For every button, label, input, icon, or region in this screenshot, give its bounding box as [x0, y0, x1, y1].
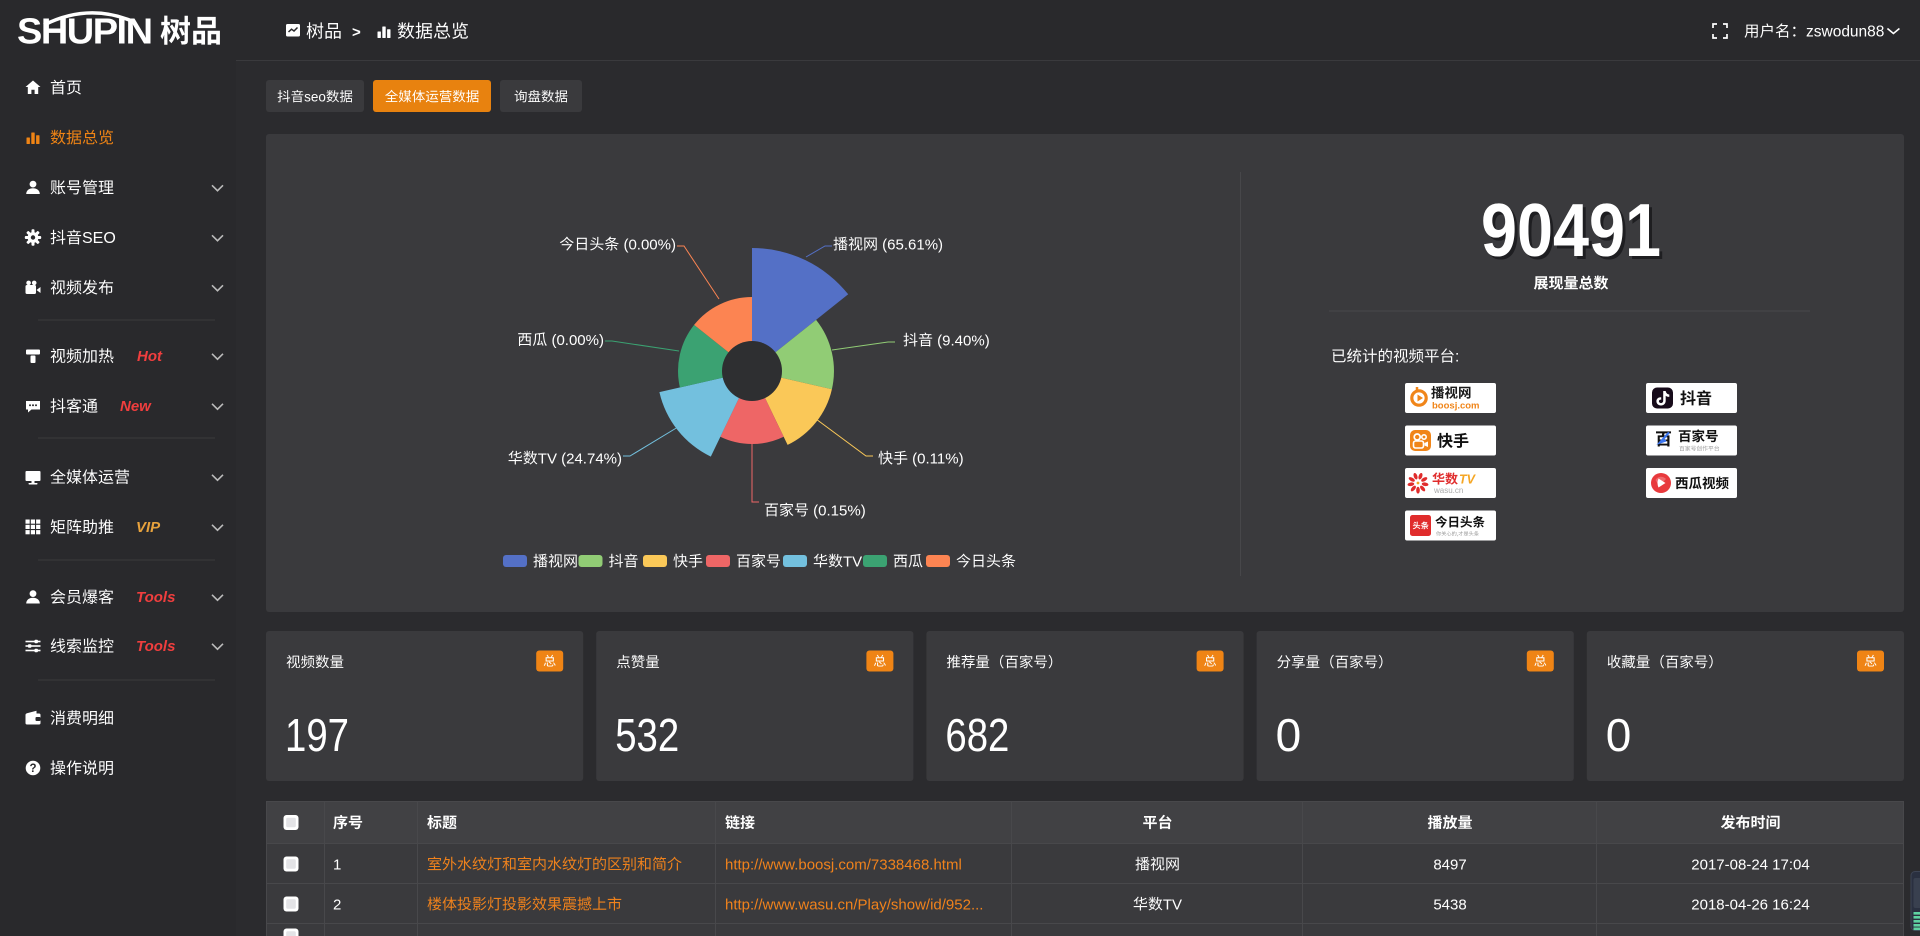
svg-text:682: 682: [945, 709, 1009, 761]
svg-text::: :: [1455, 349, 1459, 366]
svg-text:0: 0: [1606, 709, 1632, 761]
svg-text:New: New: [120, 398, 152, 415]
svg-text:(0.00%): (0.00%): [547, 332, 604, 349]
svg-text:SHUPIN: SHUPIN: [17, 11, 152, 52]
svg-text:(9.40%): (9.40%): [933, 332, 990, 349]
svg-text:(0.15%): (0.15%): [809, 502, 866, 519]
svg-text:0: 0: [1276, 709, 1302, 761]
svg-text:boosj.com: boosj.com: [1432, 401, 1480, 412]
svg-text:TV: TV: [843, 553, 862, 570]
svg-text:Tools: Tools: [136, 589, 175, 606]
svg-text:197: 197: [285, 709, 349, 761]
svg-text:TV: TV: [1163, 896, 1182, 913]
svg-text:Tools: Tools: [136, 638, 175, 655]
svg-text:seo: seo: [304, 89, 326, 104]
svg-text:2017-08-24 17:04: 2017-08-24 17:04: [1691, 856, 1809, 873]
svg-text:>: >: [352, 24, 361, 41]
svg-text:(0.11%): (0.11%): [908, 450, 964, 467]
svg-text:90491: 90491: [1484, 191, 1664, 275]
svg-text:2: 2: [333, 896, 341, 913]
svg-text:1: 1: [333, 856, 341, 873]
svg-text:5438: 5438: [1433, 896, 1466, 913]
svg-text:(65.61%): (65.61%): [878, 236, 943, 253]
svg-text:TV: TV: [1459, 473, 1477, 487]
svg-text:zswodun88: zswodun88: [1806, 24, 1884, 41]
svg-text:http://www.wasu.cn/Play/show/i: http://www.wasu.cn/Play/show/id/952...: [725, 896, 983, 913]
svg-text:SEO: SEO: [82, 230, 116, 247]
svg-text:Hot: Hot: [137, 348, 163, 365]
svg-text:(0.00%): (0.00%): [619, 236, 676, 253]
svg-text:http://www.boosj.com/7338468.h: http://www.boosj.com/7338468.html: [725, 856, 962, 873]
svg-text:2018-04-26 16:24: 2018-04-26 16:24: [1691, 896, 1809, 913]
svg-text:VIP: VIP: [136, 519, 161, 536]
svg-text:?: ?: [29, 763, 36, 775]
svg-text:90491: 90491: [1481, 188, 1661, 272]
svg-text:8497: 8497: [1433, 856, 1466, 873]
svg-text:TV (24.74%): TV (24.74%): [538, 450, 622, 467]
svg-text:532: 532: [615, 709, 679, 761]
svg-text:wasu.cn: wasu.cn: [1433, 486, 1463, 495]
